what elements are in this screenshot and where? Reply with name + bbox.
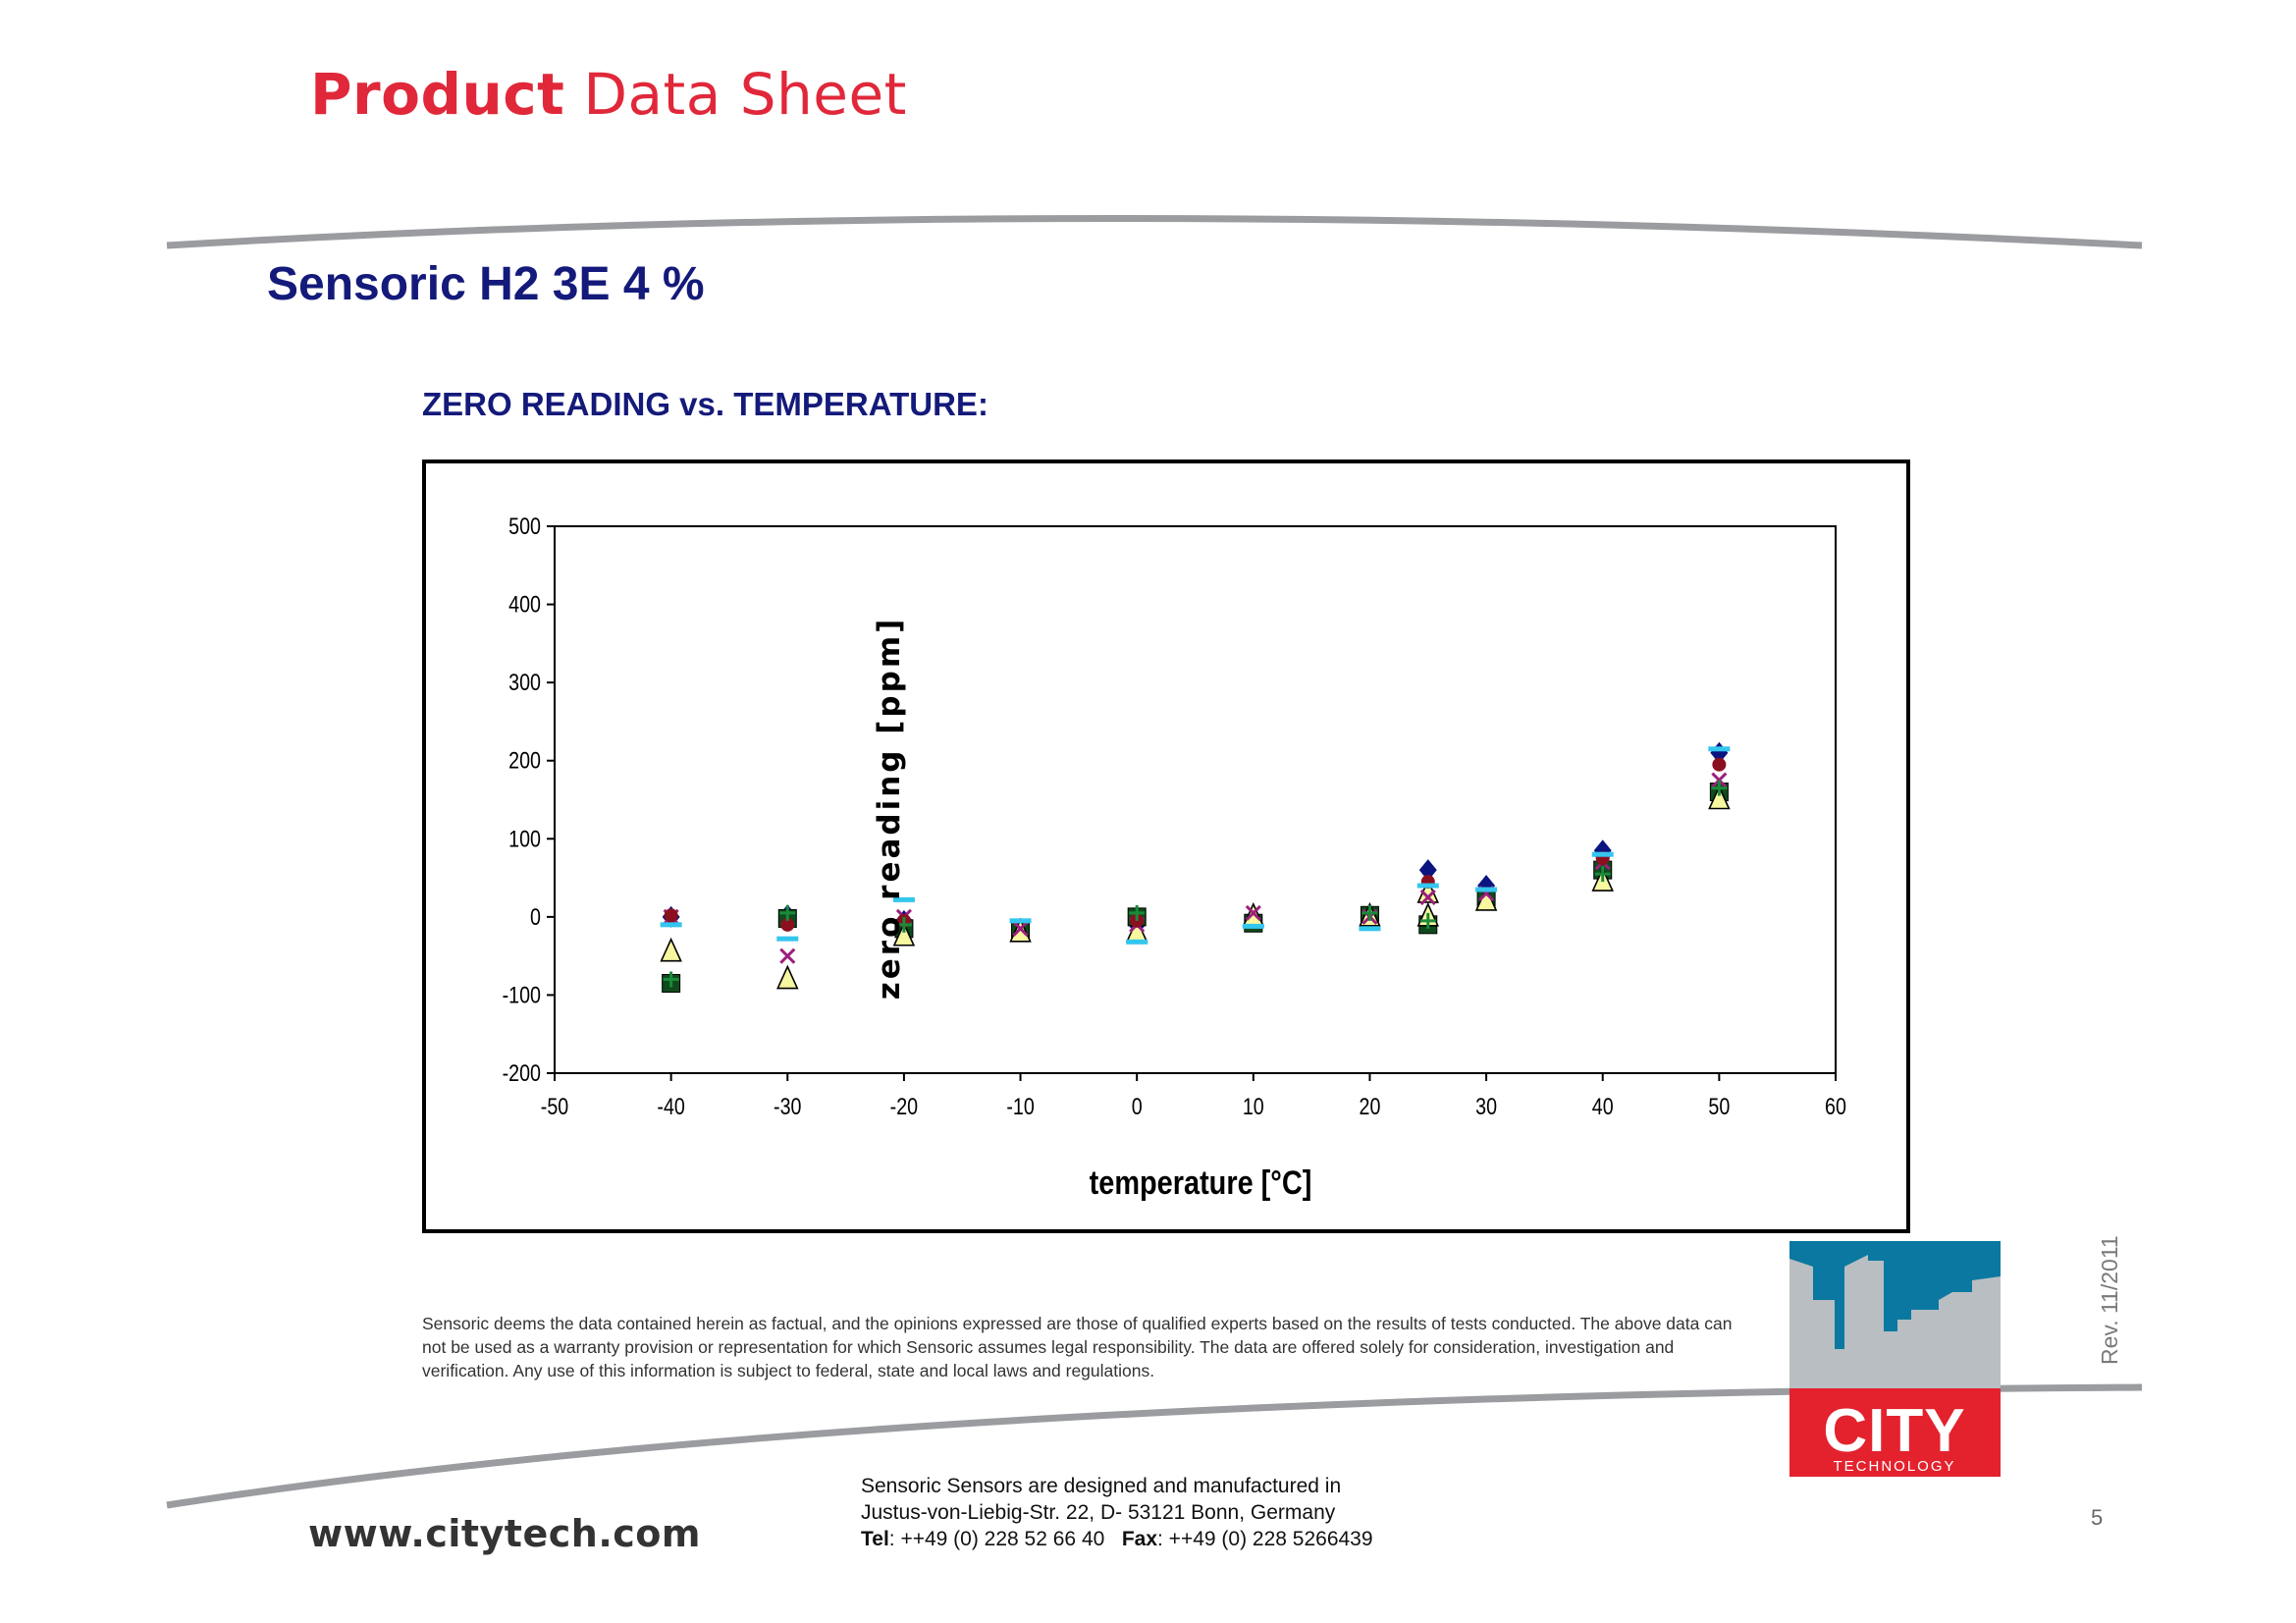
logo-buildings — [1789, 1255, 2001, 1388]
data-point-dash — [660, 922, 682, 928]
x-tick-label: 20 — [1360, 1093, 1381, 1119]
x-tick-label: 0 — [1132, 1093, 1143, 1119]
address-line-2: Justus-von-Liebig-Str. 22, D- 53121 Bonn… — [861, 1501, 1336, 1524]
y-tick-label: 200 — [508, 747, 541, 774]
y-tick-label: -200 — [503, 1059, 541, 1086]
data-point-triangle — [1708, 784, 1731, 810]
data-point-triangle — [776, 964, 799, 990]
tel-value: : ++49 (0) 228 52 66 40 — [888, 1528, 1105, 1550]
data-point-cross — [1419, 889, 1436, 906]
fax-label: Fax — [1121, 1528, 1158, 1550]
chart-heading: ZERO READING vs. TEMPERATURE: — [422, 386, 988, 422]
y-tick-label: 100 — [508, 825, 541, 851]
data-point-circle — [1712, 757, 1727, 772]
data-point-circle — [664, 908, 678, 923]
logo-subtitle: TECHNOLOGY — [1833, 1458, 1955, 1475]
tel-label: Tel — [861, 1528, 889, 1550]
page-number: 5 — [2091, 1505, 2104, 1530]
data-point-dash — [892, 896, 915, 902]
data-point-triangle — [660, 937, 682, 962]
data-point-dash — [776, 936, 799, 942]
x-tick-label: -10 — [1006, 1093, 1034, 1119]
x-tick-label: 60 — [1825, 1093, 1846, 1119]
data-point-dash — [1126, 939, 1148, 945]
x-tick-label: 10 — [1243, 1093, 1264, 1119]
x-tick-label: -50 — [541, 1093, 568, 1119]
y-tick-label: 500 — [508, 513, 541, 539]
logo-base — [1789, 1388, 2001, 1477]
x-tick-label: 30 — [1475, 1093, 1497, 1119]
revision-label: Rev. 11/2011 — [2097, 1235, 2122, 1365]
data-point-cross — [779, 947, 796, 964]
y-tick-label: 300 — [508, 669, 541, 695]
y-tick-label: 0 — [530, 903, 541, 930]
disclaimer-text: Sensoric deems the data contained herein… — [422, 1314, 1733, 1380]
logo-name: CITY — [1823, 1397, 1965, 1465]
data-point-dash — [1591, 851, 1614, 857]
data-point-dash — [1708, 746, 1731, 752]
x-tick-label: -30 — [774, 1093, 801, 1119]
x-tick-label: -40 — [657, 1093, 684, 1119]
data-point-triangle — [892, 921, 916, 947]
plot-area — [554, 525, 1837, 1074]
data-point-dash — [1475, 887, 1498, 893]
data-point-circle — [780, 917, 795, 932]
header-title-bold: Product — [310, 61, 565, 128]
x-axis-label: temperature [°C] — [1090, 1163, 1312, 1202]
data-point-dash — [1359, 926, 1381, 932]
contact-line: Tel: ++49 (0) 228 52 66 40 Fax: ++49 (0)… — [861, 1526, 1373, 1552]
document-header-title: Product Data Sheet — [310, 61, 907, 128]
website-link[interactable]: www.citytech.com — [308, 1512, 701, 1555]
x-tick-label: 50 — [1708, 1093, 1730, 1119]
data-point-cross — [1245, 904, 1261, 921]
address-line-1: Sensoric Sensors are designed and manufa… — [861, 1475, 1342, 1497]
y-tick-label: 400 — [508, 591, 541, 618]
footer-address: Sensoric Sensors are designed and manufa… — [861, 1473, 1373, 1552]
data-point-dash — [1416, 883, 1439, 889]
data-point-cross — [1012, 920, 1029, 937]
city-technology-logo: CITY TECHNOLOGY — [1789, 1241, 2001, 1477]
x-tick-label: 40 — [1592, 1093, 1614, 1119]
product-name: Sensoric H2 3E 4 % — [267, 258, 705, 310]
header-title-light: Data Sheet — [583, 61, 907, 128]
data-point-dash — [1009, 918, 1032, 924]
x-tick-label: -20 — [890, 1093, 918, 1119]
data-point-diamond — [1418, 859, 1437, 882]
fax-value: : ++49 (0) 228 5266439 — [1157, 1528, 1373, 1550]
y-axis-label: zero reading [ppm] — [872, 617, 907, 1001]
y-tick-label: -100 — [503, 982, 541, 1008]
data-point-dash — [1242, 923, 1264, 929]
